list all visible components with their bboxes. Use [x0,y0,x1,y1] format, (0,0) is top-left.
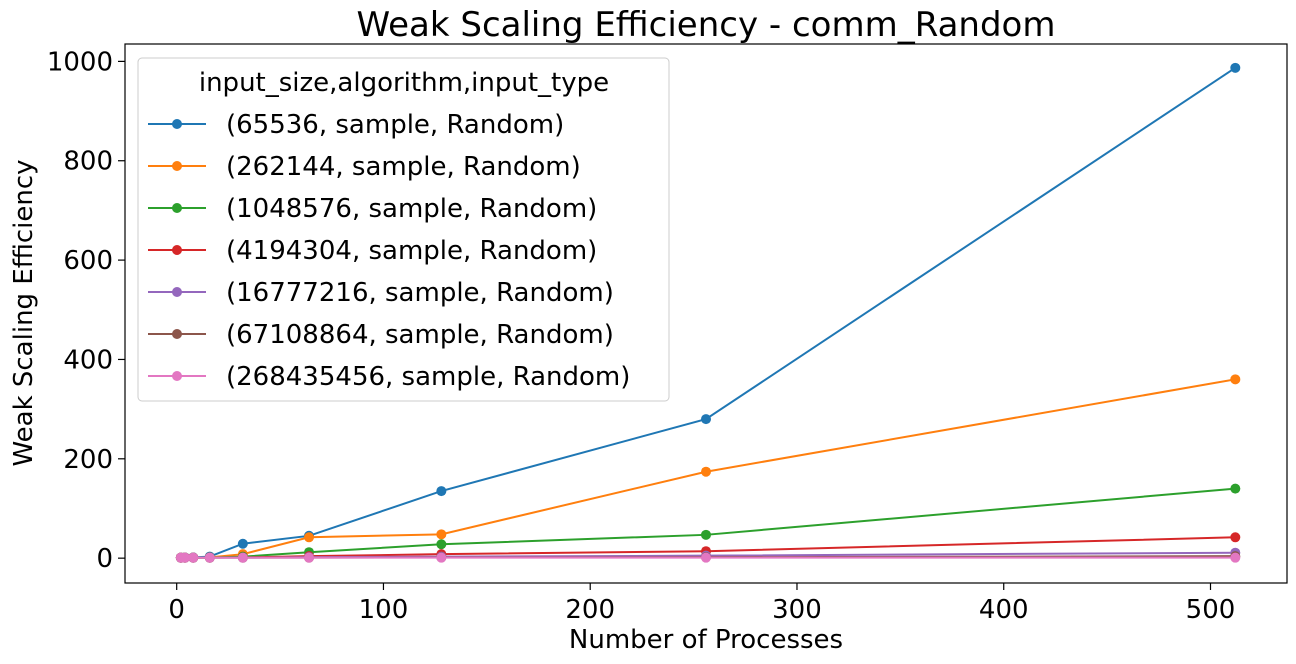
legend: input_size,algorithm,input_type (65536, … [137,57,670,402]
data-point [304,552,315,563]
data-point [1230,532,1241,543]
legend-item: (4194304, sample, Random) [148,236,597,266]
legend-label: (262144, sample, Random) [226,152,581,182]
legend-marker [172,287,182,297]
chart-title: Weak Scaling Efficiency - comm_Random [357,5,1056,45]
data-point [1230,374,1241,385]
legend-marker [172,245,182,255]
x-tick-label: 200 [565,595,615,625]
legend-frame [137,57,670,402]
y-tick-label: 200 [63,445,113,475]
plot-area: 0 100 200 300 400 500 0 200 400 600 800 1000 [47,43,1288,625]
plot-frame [124,43,1288,584]
legend-label: (16777216, sample, Random) [226,278,614,308]
legend-item: (268435456, sample, Random) [148,362,630,392]
data-point [436,552,447,563]
y-axis: 0 200 400 600 800 1000 [47,47,125,574]
data-point [701,466,711,477]
x-tick-label: 300 [772,595,822,625]
legend-item: (67108864, sample, Random) [148,320,614,350]
legend-label: (1048576, sample, Random) [226,194,597,224]
x-tick-label: 0 [168,595,185,625]
legend-item: (65536, sample, Random) [148,110,564,140]
x-tick-label: 100 [359,595,409,625]
data-point [436,529,447,540]
legend-label: (67108864, sample, Random) [226,320,614,350]
legend-marker [172,203,182,213]
legend-item: (262144, sample, Random) [148,152,581,182]
data-point [237,538,248,549]
data-point [1230,552,1241,563]
series-6 [175,552,1241,563]
legend-label: (65536, sample, Random) [226,110,564,140]
legend-marker [172,371,182,381]
y-tick-label: 1000 [47,47,113,77]
legend-item: (16777216, sample, Random) [148,278,614,308]
legend-label: (4194304, sample, Random) [226,236,597,266]
x-tick-label: 500 [1186,595,1236,625]
x-axis: 0 100 200 300 400 500 [168,583,1235,625]
data-point [436,539,447,550]
legend-marker [172,119,182,129]
legend-marker [172,329,182,339]
data-point [701,414,711,425]
legend-label: (268435456, sample, Random) [226,362,630,392]
data-point [701,529,711,540]
data-point [436,486,447,497]
data-point [304,532,315,543]
x-axis-label: Number of Processes [569,625,843,655]
data-point [1230,62,1241,73]
y-axis-label: Weak Scaling Efficiency [9,159,39,466]
y-tick-label: 0 [96,544,113,574]
legend-item: (1048576, sample, Random) [148,194,597,224]
legend-items: (65536, sample, Random) (262144, sample, … [148,110,630,392]
legend-marker [172,161,182,171]
x-tick-label: 400 [979,595,1029,625]
series-layer [175,62,1241,563]
data-point [204,552,215,563]
data-point [188,552,199,563]
data-point [701,552,711,563]
data-point [237,552,248,563]
y-tick-label: 400 [63,345,113,375]
y-tick-label: 800 [63,147,113,177]
legend-title: input_size,algorithm,input_type [199,68,609,98]
data-point [1230,483,1241,494]
data-point [179,552,190,563]
y-tick-label: 600 [63,246,113,276]
